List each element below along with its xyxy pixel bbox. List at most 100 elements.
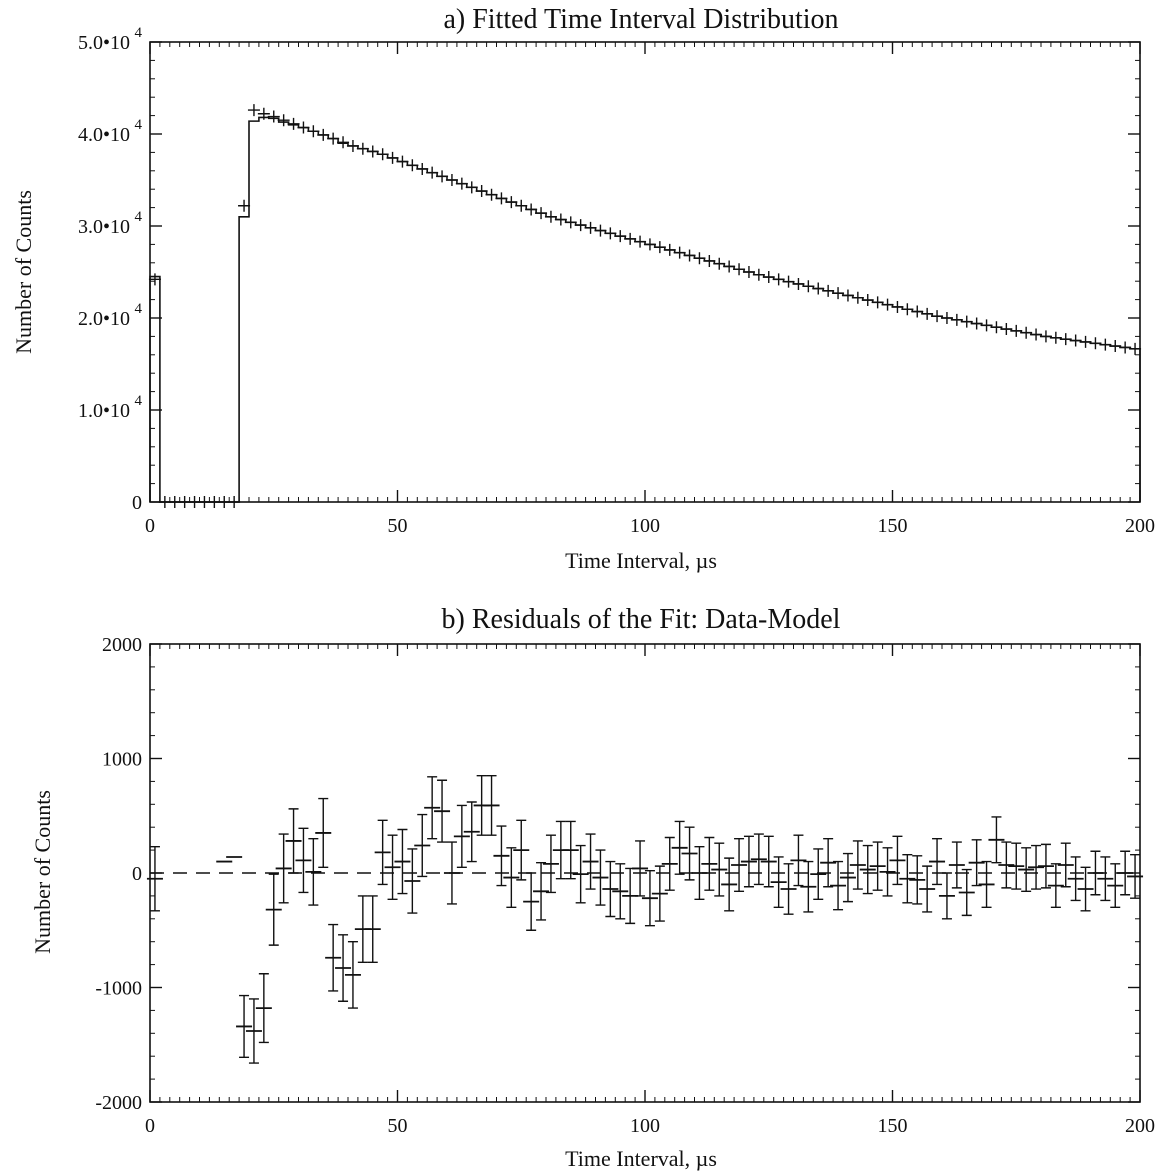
- data-point-marker: [277, 114, 290, 127]
- data-point-marker: [416, 162, 429, 175]
- data-point-marker: [861, 294, 874, 307]
- data-point-marker: [901, 303, 914, 316]
- data-point-marker: [584, 221, 597, 234]
- data-point-marker: [525, 203, 538, 216]
- data-point-marker: [1089, 337, 1102, 350]
- data-point-marker: [346, 139, 359, 152]
- panel-b-x-tick-label: 50: [388, 1115, 408, 1137]
- panel-b-plot-area: 0 50 100 150 200 -2000 -1000 0 1000 2000: [95, 634, 1155, 1137]
- data-point-marker: [1049, 331, 1062, 344]
- panel-a-x-axis-label: Time Interval, µs: [565, 548, 717, 573]
- data-point-marker: [772, 273, 785, 286]
- data-point-marker: [782, 275, 795, 288]
- data-point-marker: [673, 246, 686, 259]
- data-point-marker: [495, 192, 508, 205]
- data-point-marker: [653, 241, 666, 254]
- panel-b-x-tick-label: 0: [145, 1115, 155, 1137]
- panel-b-y-tick-label: 1000: [102, 749, 142, 771]
- panel-a-x-tick-label: 50: [388, 515, 408, 537]
- panel-a-x-tick-label: 200: [1125, 515, 1155, 537]
- data-point-marker: [851, 291, 864, 304]
- data-point-marker: [960, 315, 973, 328]
- data-point-marker: [1119, 341, 1132, 354]
- panel-a-x-tick-label: 0: [145, 515, 155, 537]
- data-point-marker: [703, 254, 716, 267]
- data-point-marker: [465, 181, 478, 194]
- data-point-marker: [376, 148, 389, 161]
- data-point-marker: [990, 321, 1003, 334]
- data-point-marker: [574, 219, 587, 232]
- data-point-marker: [554, 213, 567, 226]
- data-point-marker: [841, 289, 854, 302]
- model-histogram-line: [149, 116, 1141, 503]
- data-point-marker: [713, 257, 726, 270]
- data-point-marker: [1030, 328, 1043, 341]
- panel-a-title: a) Fitted Time Interval Distribution: [443, 4, 838, 35]
- data-point-marker: [485, 188, 498, 201]
- data-point-marker: [356, 142, 369, 155]
- data-point-marker: [228, 496, 241, 508]
- data-point-marker: [1129, 342, 1142, 355]
- data-point-marker: [1059, 333, 1072, 346]
- data-point-marker: [1069, 334, 1082, 347]
- data-point-marker: [267, 110, 280, 123]
- panel-a-y-tick-label: 1.0•10: [78, 400, 130, 422]
- data-point-marker: [950, 313, 963, 326]
- panel-a-y-tick-exponent: 4: [135, 25, 143, 41]
- panel-a-y-tick-exponent: 4: [135, 301, 143, 317]
- panel-a-x-tick-label: 150: [878, 515, 908, 537]
- data-point-marker: [980, 319, 993, 332]
- data-point-marker: [832, 287, 845, 300]
- data-point-marker: [762, 271, 775, 284]
- data-point-marker: [436, 170, 449, 183]
- data-point-marker: [683, 249, 696, 262]
- data-point-marker: [911, 305, 924, 318]
- data-point-marker: [752, 268, 765, 281]
- data-point-marker: [257, 107, 270, 120]
- data-point-marker: [515, 199, 528, 212]
- panel-a-y-tick-exponent: 4: [135, 393, 143, 409]
- panel-b-x-tick-label: 150: [878, 1115, 908, 1137]
- panel-b-y-tick-label: 2000: [102, 634, 142, 656]
- data-point-marker: [1020, 326, 1033, 339]
- data-point-marker: [733, 263, 746, 276]
- panel-b-y-tick-label: -2000: [95, 1092, 142, 1114]
- data-point-marker: [594, 224, 607, 237]
- data-point-marker: [426, 166, 439, 179]
- data-point-marker: [1000, 323, 1013, 336]
- data-point-marker: [792, 277, 805, 290]
- panel-b-y-tick-label: 0: [132, 863, 142, 885]
- data-point-marker: [238, 199, 251, 212]
- panel-a-y-tick-label: 5.0•10: [78, 32, 130, 54]
- data-point-marker: [535, 207, 548, 220]
- panel-a-y-tick-label: 4.0•10: [78, 124, 130, 146]
- data-point-marker: [643, 238, 656, 251]
- data-point-marker: [505, 196, 518, 209]
- panel-a-y-tick-exponent: 4: [135, 117, 143, 133]
- data-point-marker: [812, 282, 825, 295]
- data-point-marker: [822, 284, 835, 297]
- data-point-marker: [742, 266, 755, 278]
- data-point-marker: [663, 243, 676, 256]
- data-point-marker: [624, 232, 637, 245]
- data-point-marker: [940, 312, 953, 324]
- data-point-marker: [693, 252, 706, 265]
- data-point-marker: [634, 235, 647, 248]
- data-point-marker: [970, 317, 983, 330]
- data-point-marker: [406, 159, 419, 172]
- data-point-marker: [247, 104, 260, 117]
- data-point-marker: [396, 155, 409, 168]
- panel-b-y-tick-label: -1000: [95, 978, 142, 1000]
- data-point-marker: [1099, 338, 1112, 351]
- data-point-marker: [564, 216, 577, 229]
- panel-a-y-tick-label: 3.0•10: [78, 216, 130, 238]
- data-point-marker: [1039, 330, 1052, 343]
- panel-a-y-tick-label: 2.0•10: [78, 308, 130, 330]
- data-point-marker: [871, 296, 884, 309]
- data-point-marker: [287, 117, 300, 130]
- data-point-marker: [1079, 335, 1092, 348]
- panel-b-x-axis-label: Time Interval, µs: [565, 1146, 717, 1171]
- data-point-marker: [455, 177, 468, 190]
- panel-a: a) Fitted Time Interval Distribution 0 50…: [11, 4, 1155, 573]
